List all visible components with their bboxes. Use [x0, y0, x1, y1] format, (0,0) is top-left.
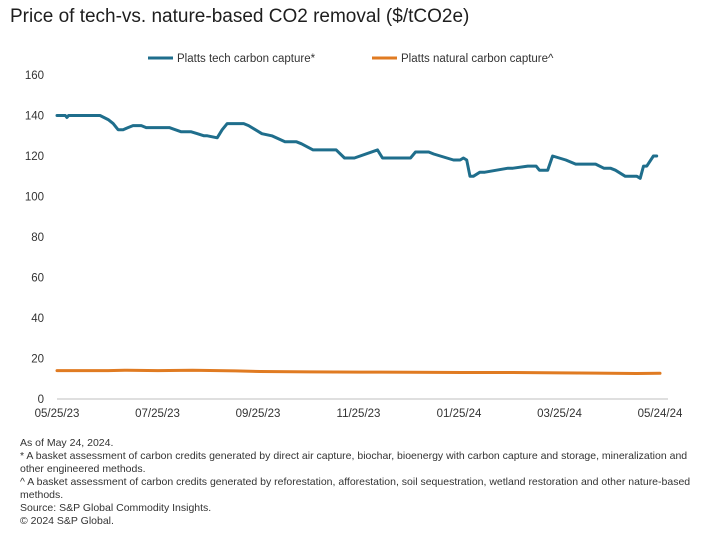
x-tick-label: 11/25/23 [337, 408, 381, 420]
y-tick-label: 140 [25, 111, 44, 123]
copyright-note: © 2024 S&P Global. [20, 515, 114, 527]
y-tick-label: 160 [25, 70, 44, 82]
y-tick-label: 60 [31, 273, 44, 285]
y-tick-label: 120 [25, 151, 44, 163]
series-lines [55, 114, 662, 375]
x-tick-label: 05/24/24 [638, 408, 683, 420]
tech-carbon-capture-line [55, 114, 659, 180]
line-chart: Platts tech carbon capture* Platts natura… [25, 53, 683, 420]
y-tick-label: 100 [25, 192, 44, 204]
chart-title: Price of tech-vs. nature-based CO2 remov… [10, 6, 470, 27]
y-tick-label: 20 [31, 354, 44, 366]
tech-footnote: * A basket assessment of carbon credits … [20, 450, 688, 475]
x-tick-label: 03/25/24 [537, 408, 582, 420]
y-tick-label: 40 [31, 313, 44, 325]
natural-carbon-capture-line [55, 368, 662, 375]
x-tick-label: 09/25/23 [236, 408, 281, 420]
legend: Platts tech carbon capture* Platts natura… [148, 53, 554, 65]
nature-footnote: ^ A basket assessment of carbon credits … [20, 476, 691, 501]
legend-label-natural: Platts natural carbon capture^ [401, 53, 554, 65]
x-tick-label: 01/25/24 [437, 408, 482, 420]
x-tick-label: 07/25/23 [135, 408, 180, 420]
footnotes: As of May 24, 2024. * A basket assessmen… [20, 437, 700, 528]
as-of-note: As of May 24, 2024. [20, 437, 114, 449]
x-axis: 05/25/23 07/25/23 09/25/23 11/25/23 01/25/24… [35, 398, 683, 420]
y-axis: 0 20 40 60 80 100 120 140 160 [25, 70, 44, 406]
source-note: Source: S&P Global Commodity Insights. [20, 502, 212, 514]
y-tick-label: 0 [38, 394, 44, 406]
y-tick-label: 80 [31, 232, 44, 244]
legend-label-tech: Platts tech carbon capture* [177, 53, 316, 65]
x-tick-label: 05/25/23 [35, 408, 80, 420]
